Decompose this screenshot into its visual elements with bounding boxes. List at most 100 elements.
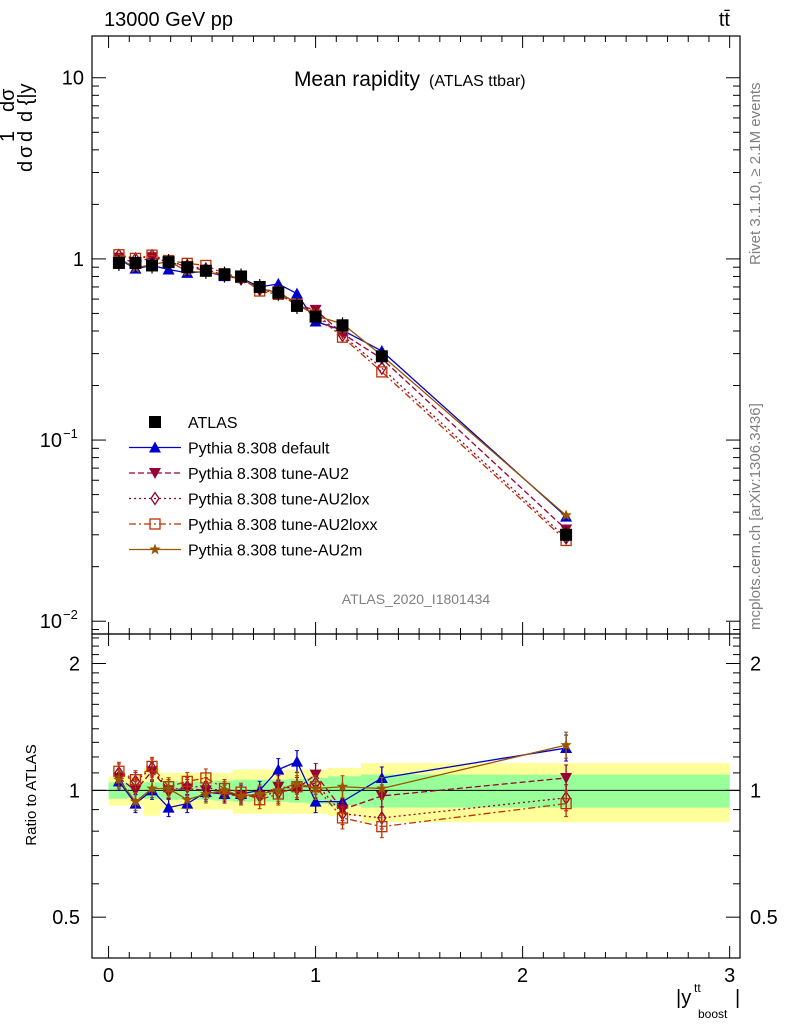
- atlas-data-point: [146, 259, 159, 272]
- ratio-y-axis-label: Ratio to ATLAS: [23, 744, 40, 845]
- series-3-ratio-point: [200, 772, 212, 784]
- series-4-ratio-point: [162, 782, 175, 794]
- series-4-ratio-point: [218, 784, 231, 796]
- series-3-ratio-line: [118, 765, 567, 828]
- chart-title: Mean rapidity: [294, 68, 421, 91]
- series-4-ratio-point: [309, 782, 322, 794]
- atlas-data-point: [290, 299, 303, 312]
- legend-entry: Pythia 8.308 tune-AU2loxx: [188, 517, 377, 534]
- atlas-data-point: [129, 256, 142, 269]
- legend-marker-2: [150, 491, 160, 506]
- atlas-data-point: [112, 256, 125, 269]
- svg-text:d {|y: d {|y: [15, 83, 37, 122]
- series-4-ratio-point: [336, 780, 349, 792]
- mcplots-source-label: mcplots.cern.ch [arXiv:1306.3436]: [747, 403, 764, 630]
- series-4-main-point: [560, 509, 572, 521]
- series-0-main-point: [272, 277, 285, 289]
- atlas-data-point: [560, 528, 573, 541]
- chart-subtitle: (ATLAS ttbar): [429, 73, 526, 90]
- legend-marker-3: [149, 518, 161, 530]
- svg-text:tt: tt: [694, 981, 701, 995]
- legend-marker-1: [149, 468, 161, 479]
- atlas-data-point: [272, 286, 285, 299]
- series-1-ratio-point: [560, 772, 573, 784]
- series-0-ratio-point: [162, 801, 175, 813]
- ratio-y-tick-label: 2: [69, 654, 80, 676]
- series-1-main-line: [118, 256, 567, 530]
- atlas-data-point: [375, 350, 388, 363]
- series-3-ratio-point: [181, 775, 193, 788]
- legend-entry: Pythia 8.308 tune-AU2: [188, 466, 349, 483]
- y-tick-label: 10: [40, 430, 62, 452]
- legend-entry: ATLAS: [188, 415, 238, 432]
- y-tick-exponent: −2: [63, 607, 78, 622]
- legend-entry: Pythia 8.308 default: [188, 441, 330, 458]
- legend-marker-0: [149, 441, 161, 453]
- series-3-ratio-point: [336, 812, 349, 824]
- y-tick-label: 10: [40, 611, 62, 633]
- series-4-ratio-point: [200, 788, 212, 799]
- svg-text:d: d: [15, 131, 37, 142]
- rivet-version-label: Rivet 3.1.10, ≥ 2.1M events: [747, 83, 764, 266]
- y-tick-label: 10: [62, 68, 84, 90]
- series-3-main-point: [376, 366, 388, 378]
- y-tick-exponent: −1: [63, 426, 78, 441]
- svg-text:d: d: [15, 161, 37, 172]
- atlas-data-point: [253, 280, 266, 293]
- legend-marker-4: [149, 543, 161, 555]
- analysis-tag: ATLAS_2020_I1801434: [342, 591, 491, 607]
- svg-text:1: 1: [0, 131, 19, 142]
- atlas-data-point: [235, 270, 248, 283]
- header-energy-label: 13000 GeV pp: [104, 9, 233, 31]
- legend-entry: Pythia 8.308 tune-AU2m: [188, 543, 362, 560]
- atlas-data-point: [218, 268, 231, 281]
- y-tick-label: 1: [73, 249, 84, 271]
- atlas-data-point: [309, 310, 322, 323]
- series-3-ratio-point: [146, 760, 158, 773]
- series-3-ratio-point: [129, 774, 142, 786]
- series-1-main-point: [336, 328, 349, 340]
- ratio-y-tick-label: 0.5: [52, 907, 80, 929]
- series-2-main-point: [377, 360, 387, 376]
- main-y-axis-label: d σ 1 d d {|y dσ: [0, 83, 37, 172]
- svg-text:|y: |y: [676, 987, 691, 1009]
- series-4-ratio-point: [560, 739, 572, 750]
- series-4-ratio-point: [146, 782, 158, 794]
- series-0-ratio-point: [290, 755, 303, 767]
- series-4-ratio-point: [376, 782, 388, 794]
- header-process-label: tt̄: [719, 9, 731, 31]
- x-tick-label: 3: [724, 965, 735, 987]
- ratio-y-tick-label-right: 1: [750, 780, 761, 802]
- series-4-ratio-point: [113, 773, 125, 785]
- atlas-data-point: [162, 256, 175, 269]
- series-4-ratio-point: [181, 793, 193, 805]
- x-axis-label: |y tt boost |: [676, 981, 740, 1021]
- svg-text:|: |: [735, 987, 740, 1009]
- legend-marker-atlas: [149, 416, 161, 428]
- series-2-main-point: [337, 328, 348, 343]
- x-tick-label: 0: [103, 965, 114, 987]
- svg-text:dσ: dσ: [0, 88, 19, 112]
- series-4-ratio-point: [129, 795, 142, 807]
- x-tick-label: 2: [517, 965, 528, 987]
- series-4-ratio-point: [291, 777, 303, 788]
- ratio-y-tick-label-right: 2: [750, 654, 761, 676]
- svg-text:σ: σ: [15, 145, 37, 158]
- series-4-ratio-point: [235, 789, 247, 801]
- atlas-data-point: [181, 261, 194, 274]
- svg-text:boost: boost: [698, 1007, 728, 1021]
- atlas-data-point: [199, 264, 212, 277]
- series-4-ratio-point: [254, 788, 266, 799]
- ratio-y-tick-label: 1: [69, 780, 80, 802]
- series-0-ratio-point: [309, 795, 322, 807]
- ratio-y-tick-label-right: 0.5: [750, 907, 778, 929]
- series-3-ratio-point: [376, 821, 388, 833]
- series-0-ratio-point: [272, 763, 285, 775]
- series-3-ratio-point: [560, 797, 572, 810]
- series-0-main-point: [290, 287, 303, 299]
- x-tick-label: 1: [310, 965, 321, 987]
- series-4-ratio-point: [272, 784, 284, 796]
- legend-entry: Pythia 8.308 tune-AU2lox: [188, 492, 369, 509]
- ratio-plot-frame: [91, 633, 741, 959]
